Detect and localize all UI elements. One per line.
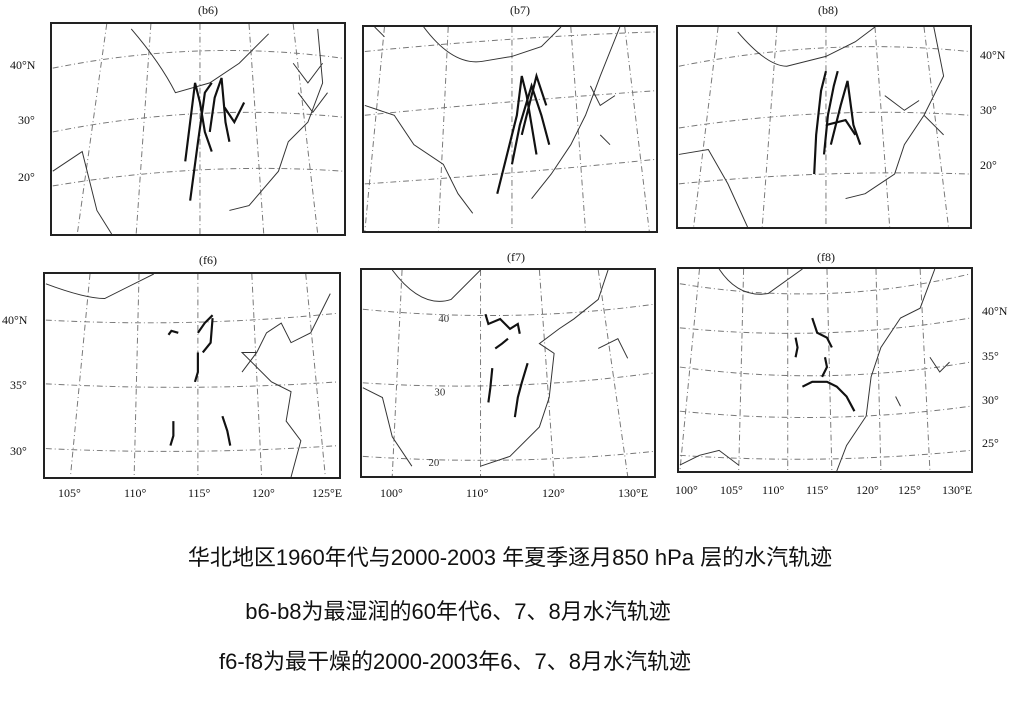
map-panel-b8	[676, 25, 972, 229]
lat-tick-f6-40: 40°N	[2, 313, 28, 327]
panel-label-b8: (b8)	[818, 3, 838, 17]
lon-tick-f8-110: 110°	[762, 483, 785, 497]
lon-tick-f6-120: 120°	[252, 486, 275, 500]
lat-tick-f6-30: 30°	[10, 444, 27, 458]
map-panel-f8	[677, 267, 973, 473]
lat-tick-b6-40: 40°N	[10, 58, 36, 72]
lat-tick-b8-20: 20°	[980, 158, 997, 172]
lon-tick-f6-105: 105°	[58, 486, 81, 500]
inner-lat-f7-20: 20	[429, 457, 440, 469]
panel-label-f6: (f6)	[199, 253, 217, 267]
caption-line-b: b6-b8为最湿润的60年代6、7、8月水汽轨迹	[245, 599, 671, 624]
lon-tick-f7-100: 100°	[380, 486, 403, 500]
lon-tick-f8-115: 115°	[806, 483, 829, 497]
map-f8	[679, 269, 971, 471]
lon-tick-f7-110: 110°	[466, 486, 489, 500]
panel-label-b7: (b7)	[510, 3, 530, 17]
map-f7: 40 30 20	[362, 270, 654, 476]
panel-label-b6: (b6)	[198, 3, 218, 17]
lat-tick-b6-20: 20°	[18, 170, 35, 184]
panel-label-f7: (f7)	[507, 250, 525, 264]
caption-title: 华北地区1960年代与2000-2003 年夏季逐月850 hPa 层的水汽轨迹	[187, 545, 833, 570]
lat-tick-f8-35: 35°	[982, 349, 999, 363]
lon-tick-f7-130: 130°E	[618, 486, 649, 500]
lon-tick-f7-120: 120°	[542, 486, 565, 500]
map-panel-b7	[362, 25, 658, 233]
lon-tick-f6-115: 115°	[188, 486, 211, 500]
inner-lat-f7-30: 30	[434, 387, 445, 399]
map-panel-f6	[43, 272, 341, 479]
map-b6	[52, 24, 344, 234]
lon-tick-f8-100: 100°	[675, 483, 698, 497]
panel-label-f8: (f8)	[817, 250, 835, 264]
lat-tick-b8-30: 30°	[980, 103, 997, 117]
lat-tick-f8-25: 25°	[982, 436, 999, 450]
lon-tick-f6-110: 110°	[124, 486, 147, 500]
lon-tick-f8-130: 130°E	[942, 483, 973, 497]
lon-tick-f8-125: 125°	[898, 483, 921, 497]
lon-tick-f6-125: 125°E	[312, 486, 343, 500]
map-b8	[678, 27, 970, 227]
map-f6	[45, 274, 339, 477]
inner-lat-f7-40: 40	[438, 313, 449, 325]
lat-tick-f8-30: 30°	[982, 393, 999, 407]
map-panel-f7: 40 30 20	[360, 268, 656, 478]
lat-tick-b6-30: 30°	[18, 113, 35, 127]
lat-tick-f6-35: 35°	[10, 378, 27, 392]
caption-line-f: f6-f8为最干燥的2000-2003年6、7、8月水汽轨迹	[219, 649, 691, 674]
map-panel-b6	[50, 22, 346, 236]
lat-tick-b8-40: 40°N	[980, 48, 1006, 62]
map-b7	[364, 27, 656, 231]
lat-tick-f8-40: 40°N	[982, 304, 1008, 318]
lon-tick-f8-105: 105°	[720, 483, 743, 497]
lon-tick-f8-120: 120°	[856, 483, 879, 497]
